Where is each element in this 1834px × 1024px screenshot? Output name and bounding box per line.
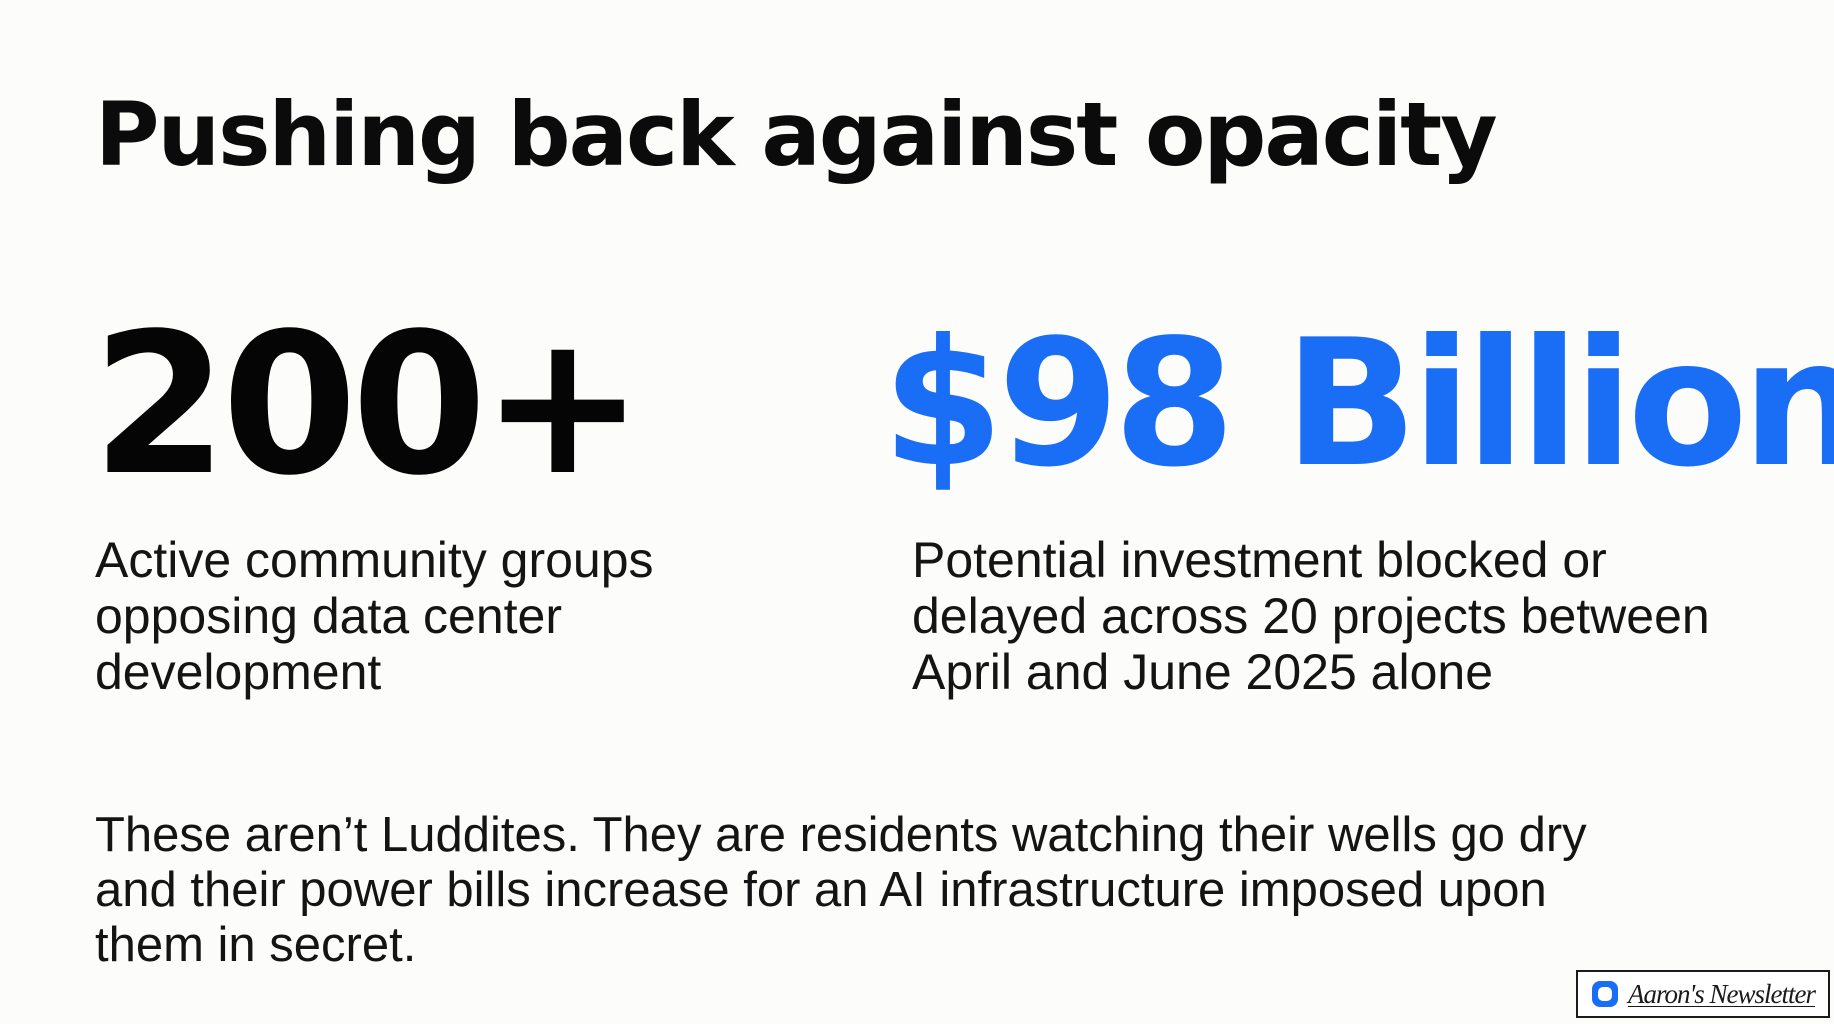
newsletter-logo-icon	[1592, 981, 1618, 1007]
slide-footer-text: These aren’t Luddites. They are resident…	[95, 808, 1587, 972]
stat-description-community-groups: Active community groups opposing data ce…	[95, 532, 654, 700]
newsletter-badge-label: Aaron's Newsletter	[1628, 978, 1816, 1009]
newsletter-badge[interactable]: Aaron's Newsletter	[1576, 970, 1830, 1018]
stat-value-community-groups: 200+	[92, 291, 644, 518]
stat-value-investment: $98 Billion	[882, 303, 1834, 506]
stat-description-investment: Potential investment blocked or delayed …	[912, 532, 1710, 700]
slide-title: Pushing back against opacity	[95, 83, 1498, 186]
